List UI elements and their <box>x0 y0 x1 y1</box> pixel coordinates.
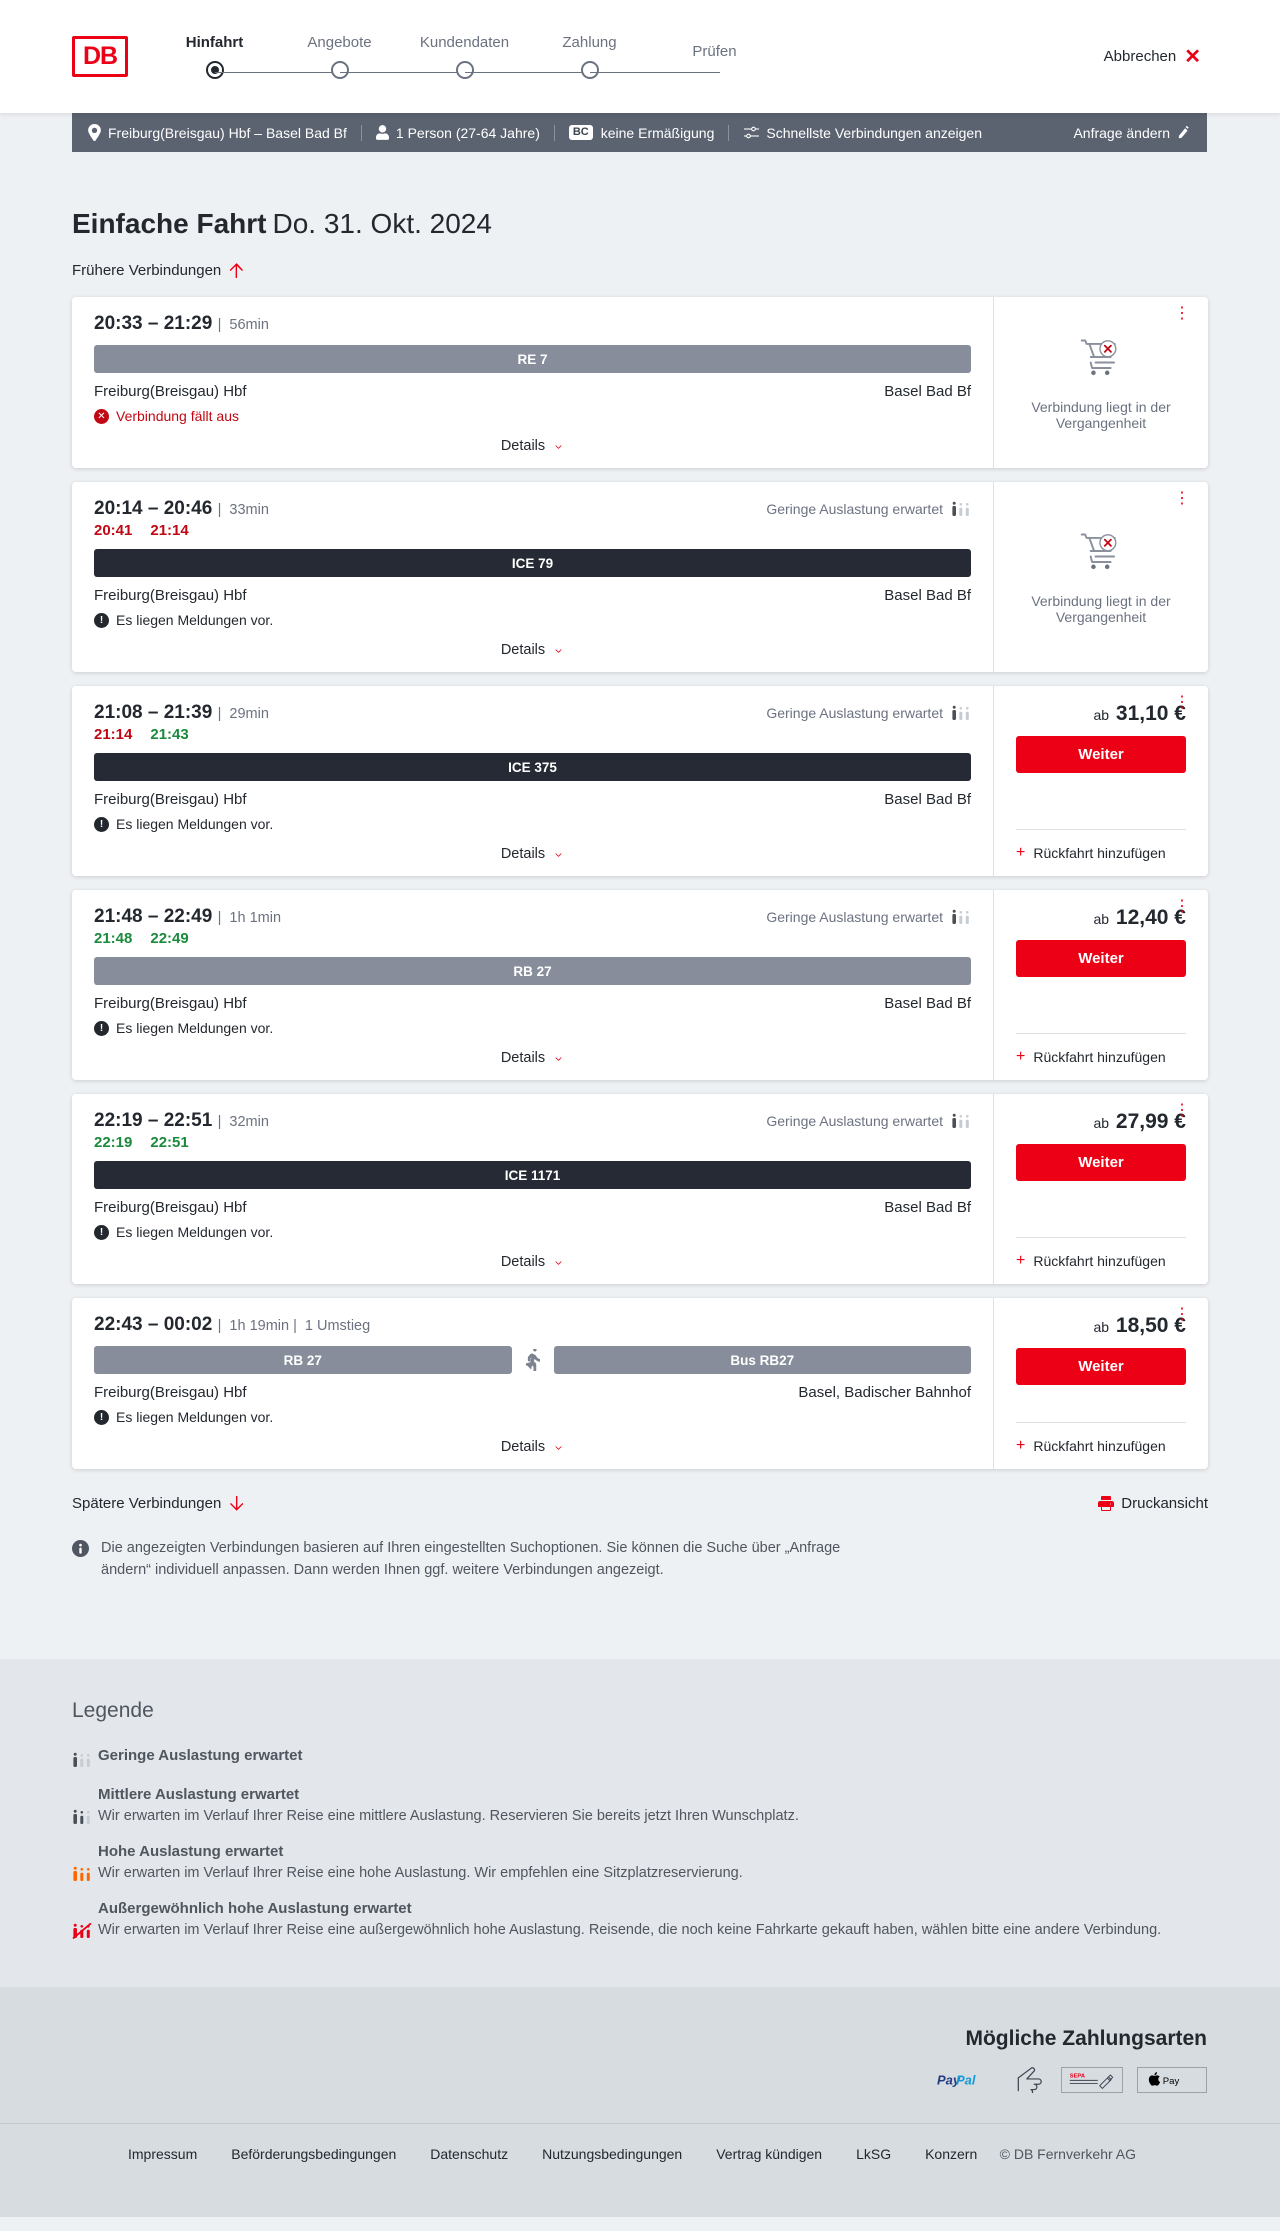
svg-text:SEPA: SEPA <box>1070 2073 1085 2079</box>
svg-text:Pal: Pal <box>956 2072 976 2087</box>
svg-text:Pay: Pay <box>1163 2076 1180 2087</box>
